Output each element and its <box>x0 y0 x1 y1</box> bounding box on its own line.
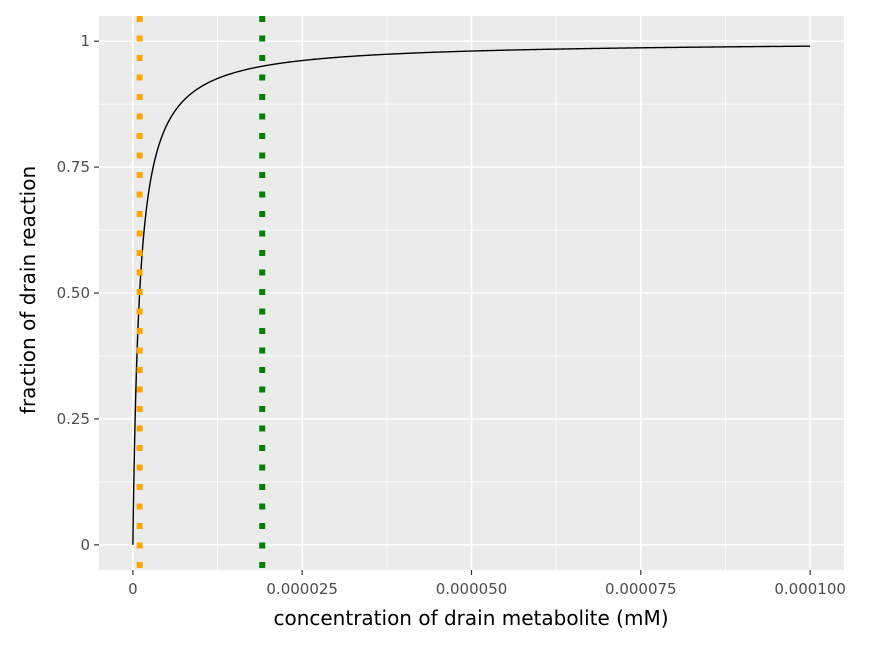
y-axis: 0 0.25 0.50 0.75 1 <box>57 32 99 554</box>
x-axis-title: concentration of drain metabolite (mM) <box>273 606 668 630</box>
series-layer <box>132 45 811 545</box>
y-tick-label: 0 <box>80 536 90 554</box>
x-axis: 0 0.000025 0.000050 0.000075 0.000100 <box>128 570 846 598</box>
vertical-lines-layer <box>136 16 266 570</box>
x-tick-label: 0.000025 <box>266 580 338 598</box>
x-tick-label: 0.000050 <box>436 580 508 598</box>
saturation-curve <box>132 45 811 545</box>
y-tick-label: 0.25 <box>57 410 90 428</box>
x-tick-label: 0.000075 <box>605 580 677 598</box>
major-gridlines <box>99 16 844 570</box>
x-tick-label: 0 <box>128 580 138 598</box>
y-tick-label: 0.75 <box>57 158 90 176</box>
x-tick-label: 0.000100 <box>774 580 846 598</box>
y-tick-label: 0.50 <box>57 284 90 302</box>
y-axis-title: fraction of drain reaction <box>16 166 40 414</box>
y-tick-label: 1 <box>80 32 90 50</box>
